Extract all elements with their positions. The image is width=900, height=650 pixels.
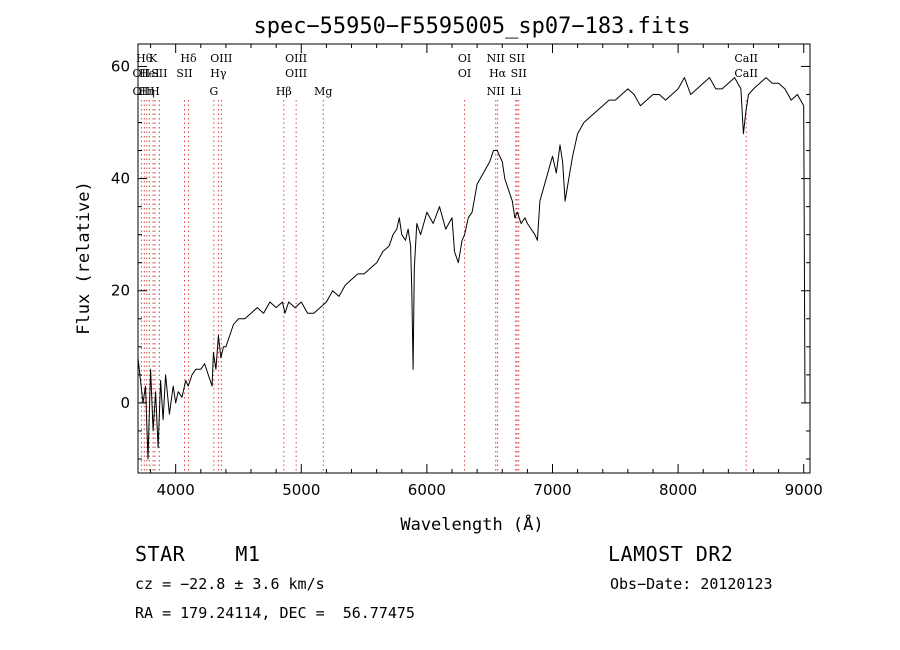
marker-label: G xyxy=(209,85,218,98)
chart-title: spec−55950−F5595005_sp07−183.fits xyxy=(253,14,690,39)
marker-label: Hβ xyxy=(276,85,292,98)
marker-label: OIII xyxy=(285,52,307,65)
y-axis-label: Flux (relative) xyxy=(74,181,94,335)
marker-label: Hδ xyxy=(180,52,197,65)
observation-date: Obs−Date: 20120123 xyxy=(610,575,773,593)
axes: 4000 5000 6000 7000 8000 9000 0 20 40 60 xyxy=(111,44,823,499)
marker-label: SII xyxy=(176,67,192,80)
marker-label: Hα xyxy=(489,67,507,80)
marker-label: OI xyxy=(458,67,471,80)
marker-label: OII xyxy=(133,85,151,98)
coordinates: RA = 179.24114, DEC = 56.77475 xyxy=(135,604,415,622)
x-tick-label: 9000 xyxy=(785,481,823,499)
x-tick-label: 6000 xyxy=(408,481,446,499)
x-tick-label: 7000 xyxy=(533,481,571,499)
redshift-info: cz = −22.8 ± 3.6 km/s xyxy=(135,575,325,593)
x-tick-label: 5000 xyxy=(282,481,320,499)
marker-label: NII xyxy=(487,85,505,98)
spectrum-series xyxy=(137,77,807,460)
marker-label: OIII xyxy=(210,52,232,65)
marker-label: NII xyxy=(487,52,505,65)
plot-frame xyxy=(137,43,811,474)
marker-label: OI xyxy=(458,52,471,65)
marker-label: CaII xyxy=(734,52,758,65)
marker-label: SII xyxy=(509,52,525,65)
y-tick-label: 20 xyxy=(111,282,130,300)
marker-label: Hγ xyxy=(210,67,227,80)
marker-label: Hη xyxy=(139,85,155,98)
marker-label: OIII xyxy=(285,67,307,80)
spectrum-line xyxy=(137,77,807,460)
marker-label: Mg xyxy=(314,85,332,98)
marker-label: Hθ xyxy=(136,52,153,65)
x-axis-label: Wavelength (Å) xyxy=(400,513,543,535)
marker-label: OII xyxy=(133,67,151,80)
y-tick-label: 40 xyxy=(111,170,130,188)
line-markers: HθOIIOIIHηHKHeISIIHδSIIOIIIHγGOIIIOIIIHβ… xyxy=(133,52,758,473)
marker-label: CaII xyxy=(734,67,758,80)
y-tick-label: 60 xyxy=(111,57,130,75)
y-tick-label: 0 xyxy=(120,394,130,412)
marker-label: SII xyxy=(511,67,527,80)
marker-label: K xyxy=(149,52,158,65)
marker-label: SII xyxy=(151,67,167,80)
survey-name: LAMOST DR2 xyxy=(608,542,734,566)
x-tick-label: 4000 xyxy=(157,481,195,499)
x-tick-label: 8000 xyxy=(659,481,697,499)
marker-label: HeI xyxy=(139,67,159,80)
marker-label: H xyxy=(150,85,160,98)
marker-label: Li xyxy=(510,85,521,98)
object-class: STAR M1 xyxy=(135,542,261,566)
